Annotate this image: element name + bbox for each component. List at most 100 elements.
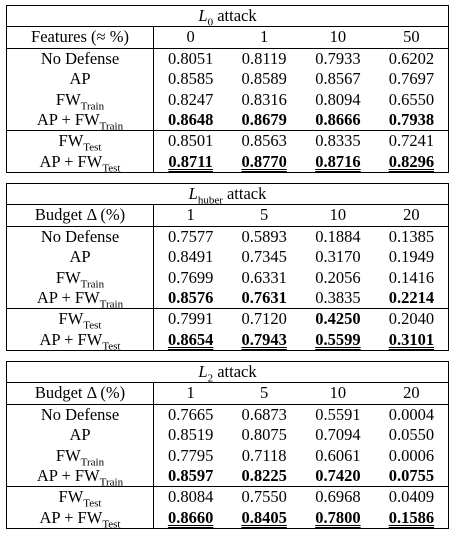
table-cell: 0.8660 [167, 507, 214, 527]
column-header: 1 [153, 382, 228, 405]
column-header: 10 [301, 26, 375, 49]
table-cell: 0.8075 [241, 425, 287, 445]
column-header: 10 [301, 382, 375, 405]
row-label-text: FW [58, 131, 84, 151]
title-rest: attack [222, 184, 267, 203]
row-label: No Defense [6, 226, 154, 248]
row-label: AP [6, 425, 154, 446]
table-cell: 0.8770 [241, 151, 287, 171]
row-label: AP + FWTrain [6, 466, 154, 488]
table-cell: 0.7699 [167, 267, 214, 287]
l2-attack-table: L2 attack Budget Δ (%) 1 5 10 20 No Defense 0.7… [6, 361, 449, 531]
column-header-row: Budget Δ (%) 1 5 10 20 [6, 382, 449, 405]
table-row: AP + FWTrain 0.8576 0.7631 0.3835 0.2214 [6, 288, 449, 310]
table-cell: 0.8589 [241, 69, 287, 89]
title-subscript: 2 [207, 372, 214, 385]
table-cell: 0.6873 [241, 404, 287, 424]
table-cell: 0.7118 [241, 445, 287, 465]
table-cell: 0.8716 [315, 151, 361, 171]
row-label: AP [6, 247, 154, 268]
table-cell: 0.7631 [241, 288, 287, 308]
column-header: 1 [153, 204, 228, 227]
table-row: AP + FWTest 0.8654 0.7943 0.5599 0.3101 [6, 329, 449, 353]
row-label-text: AP + FW [39, 151, 103, 171]
table-row: AP + FWTrain 0.8648 0.8679 0.8666 0.7938 [6, 110, 449, 132]
table-cell: 0.8491 [167, 247, 214, 267]
table-cell: 0.7938 [388, 110, 435, 130]
section-table: L0 attack Features (≈ %) 0 1 10 50 No Defense 0… [6, 5, 449, 174]
table-cell: 0.8335 [301, 130, 375, 152]
column-header-row: Features (≈ %) 0 1 10 50 [6, 26, 449, 49]
table-cell: 0.6061 [315, 445, 361, 465]
table-cell: 0.8094 [315, 89, 361, 109]
table-cell: 0.2040 [374, 308, 449, 330]
row-label: FWTrain [6, 267, 154, 289]
row-label-text: AP + FW [39, 507, 103, 527]
table-cell: 0.8567 [315, 69, 361, 89]
row-label-subscript: Test [83, 141, 102, 154]
row-label-text: AP [69, 425, 91, 445]
table-cell: 0.8597 [167, 466, 214, 486]
row-label: AP + FWTest [6, 151, 154, 174]
table-cell: 0.8316 [241, 89, 287, 109]
row-label: FWTest [6, 308, 154, 332]
row-label-text: No Defense [40, 48, 120, 68]
column-header: 20 [374, 204, 449, 227]
row-label-text: No Defense [40, 226, 120, 246]
row-label-subscript: Test [102, 518, 121, 531]
table-row: No Defense 0.7665 0.6873 0.5591 0.0004 [6, 404, 449, 426]
section-title: Lhuber attack [6, 183, 449, 207]
row-label-text: FW [58, 309, 84, 329]
row-label-text: FW [55, 445, 81, 465]
title-rest: attack [213, 362, 257, 381]
table-cell: 0.8711 [168, 151, 213, 171]
table-cell: 0.7345 [241, 247, 287, 267]
row-label-text: AP [69, 69, 91, 89]
row-label-text: AP [69, 247, 91, 267]
table-cell: 0.1586 [388, 507, 435, 527]
row-label: FWTrain [6, 445, 154, 467]
row-label: No Defense [6, 404, 154, 426]
table-cell: 0.7800 [315, 507, 361, 527]
row-label-subscript: Test [102, 340, 121, 353]
table-cell: 0.6331 [241, 267, 287, 287]
title-subscript: huber [197, 194, 223, 207]
table-cell: 0.2056 [315, 267, 361, 287]
table-cell: 0.1385 [388, 226, 435, 246]
row-label-text: AP + FW [36, 110, 100, 130]
column-header: 50 [374, 26, 449, 49]
title-subscript: 0 [207, 16, 214, 29]
table-cell: 0.8247 [167, 89, 214, 109]
table-cell: 0.0004 [388, 404, 435, 424]
table-cell: 0.5893 [241, 226, 287, 246]
section-table: Lhuber attack Budget Δ (%) 1 5 10 20 No Defens… [6, 183, 449, 353]
table-cell: 0.0006 [388, 445, 435, 465]
table-cell: 0.1884 [315, 226, 361, 246]
table-cell: 0.8648 [167, 110, 214, 130]
section-title: L2 attack [6, 361, 449, 385]
table-cell: 0.7795 [167, 445, 214, 465]
table-cell: 0.2214 [388, 288, 435, 308]
table-cell: 0.3835 [315, 288, 361, 308]
section-table: L2 attack Budget Δ (%) 1 5 10 20 No Defense 0.7… [6, 361, 449, 531]
title-variable: L [198, 6, 208, 25]
row-label: AP + FWTrain [6, 288, 154, 310]
l0-attack-table: L0 attack Features (≈ %) 0 1 10 50 No Defense 0… [6, 5, 449, 174]
table-row: No Defense 0.7577 0.5893 0.1884 0.1385 [6, 226, 449, 248]
column-header: 1 [227, 26, 301, 49]
table-cell: 0.6968 [301, 486, 375, 508]
table-cell: 0.7991 [153, 308, 228, 330]
section-title-row: L2 attack [6, 361, 449, 385]
title-rest: attack [213, 6, 257, 25]
row-label-subscript: Test [83, 497, 102, 510]
table-row: AP + FWTest 0.8711 0.8770 0.8716 0.8296 [6, 151, 449, 174]
row-label-subscript: Test [83, 319, 102, 332]
table-row: FWTrain 0.7795 0.7118 0.6061 0.0006 [6, 445, 449, 467]
table-cell: 0.8405 [241, 507, 287, 527]
row-label: FWTrain [6, 89, 154, 111]
table-cell: 0.8051 [167, 48, 214, 68]
table-cell: 0.8296 [388, 151, 435, 171]
table-cell: 0.8654 [167, 329, 214, 349]
table-cell: 0.7120 [227, 308, 301, 330]
